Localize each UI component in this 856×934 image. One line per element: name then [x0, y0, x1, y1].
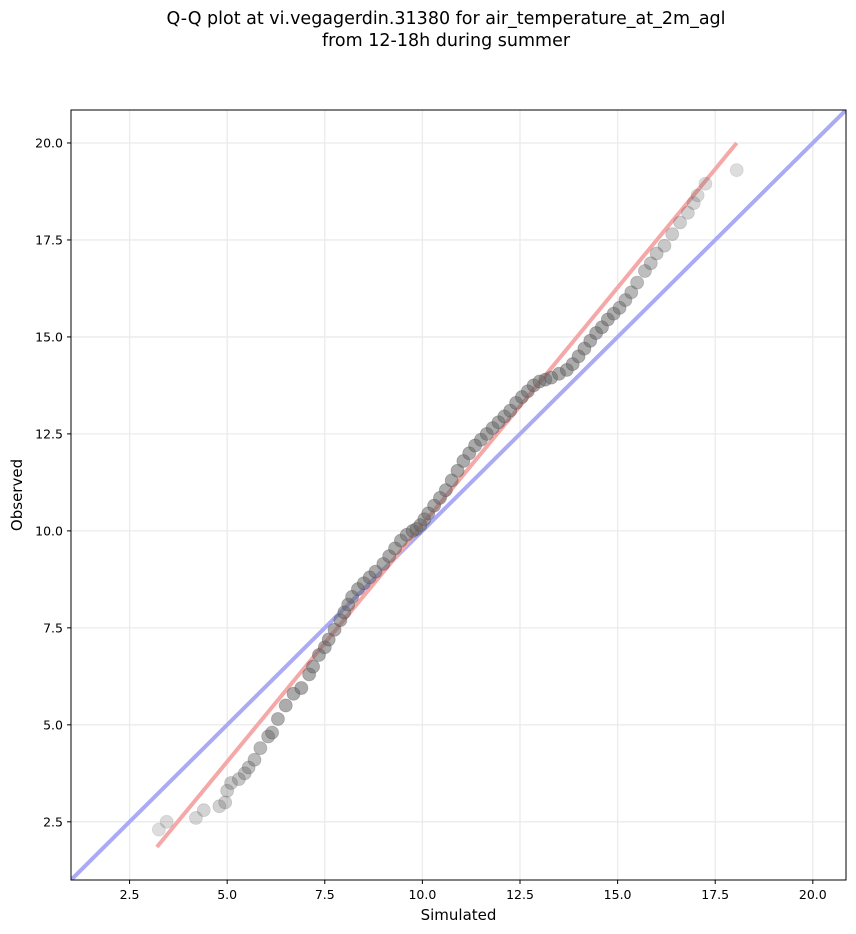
data-point [271, 712, 285, 726]
data-point [278, 698, 293, 713]
data-point [729, 163, 744, 178]
data-point [231, 772, 246, 787]
data-point [686, 196, 701, 210]
y-tick-label: 15.0 [35, 329, 63, 344]
data-point [294, 681, 309, 695]
data-point [241, 760, 256, 775]
axes: 2.5 5.0 7.5 10.0 12.5 15.0 17.5 20.0 2.5 5.0 7.5 10… [35, 135, 827, 902]
x-axis-label: Simulated [421, 906, 497, 924]
y-tick-label: 7.5 [43, 620, 63, 635]
data-point [680, 205, 695, 220]
data-point [673, 215, 687, 230]
x-tick-label: 7.5 [315, 887, 335, 902]
data-point [212, 799, 227, 814]
data-point [690, 188, 705, 203]
data-point [159, 814, 174, 829]
data-point [220, 783, 235, 798]
data-point [643, 256, 658, 271]
data-point [237, 766, 252, 781]
points [151, 163, 744, 837]
y-tick-label: 12.5 [35, 426, 63, 441]
x-tick-label: 5.0 [217, 887, 237, 902]
x-tick-label: 10.0 [408, 887, 436, 902]
identity-reference-line [71, 110, 846, 880]
data-point [638, 264, 652, 278]
data-point [450, 463, 465, 478]
x-tick-label: 12.5 [506, 887, 534, 902]
data-point [253, 741, 268, 756]
chart-title-line-1: Q-Q plot at vi.vegagerdin.31380 for air_… [166, 9, 726, 29]
data-point [612, 300, 627, 315]
data-point [444, 473, 459, 488]
data-point [657, 238, 672, 253]
data-point [624, 285, 639, 300]
y-tick-label: 20.0 [35, 135, 63, 150]
x-tick-label: 2.5 [120, 887, 140, 902]
data-point [218, 795, 233, 810]
data-point [247, 752, 262, 767]
y-tick-label: 5.0 [43, 717, 63, 732]
data-point [327, 622, 342, 637]
data-point [151, 822, 166, 837]
chart-title-line-2: from 12-18h during summer [321, 31, 571, 51]
data-point [306, 659, 320, 674]
data-point [321, 632, 336, 647]
data-point [189, 811, 203, 825]
x-tick-label: 15.0 [604, 887, 632, 902]
data-point [265, 725, 279, 740]
data-point [196, 803, 211, 818]
y-axis-label: Observed [8, 459, 26, 531]
data-point [618, 293, 633, 307]
x-tick-label: 17.5 [701, 887, 729, 902]
data-point [698, 176, 713, 191]
plot-frame [70, 109, 847, 881]
data-point [224, 776, 238, 790]
data-point [630, 275, 645, 290]
chart-title: Q-Q plot at vi.vegagerdin.31380 for air_… [0, 8, 856, 52]
y-tick-label: 2.5 [43, 814, 63, 829]
y-tick-label: 10.0 [35, 523, 63, 538]
data-point [438, 483, 453, 498]
x-tick-label: 20.0 [799, 887, 827, 902]
y-tick-label: 17.5 [35, 232, 63, 247]
data-point [649, 246, 664, 261]
data-point [665, 227, 680, 242]
